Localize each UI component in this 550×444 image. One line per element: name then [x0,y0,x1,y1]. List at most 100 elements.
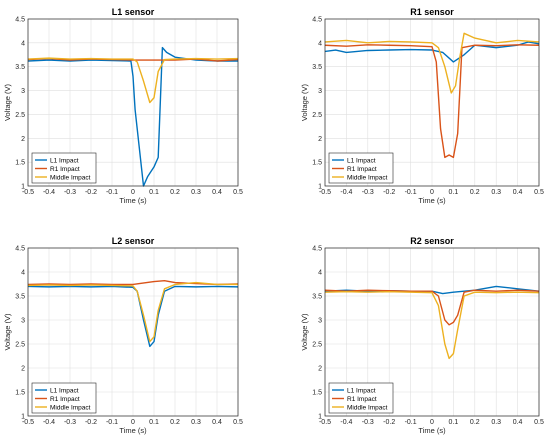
x-tick-label: -0.2 [383,189,395,196]
x-tick-label: -0.1 [106,419,118,426]
x-tick-label: -0.3 [64,419,76,426]
x-tick-label: 0.4 [212,419,222,426]
legend-entry: Middle Impact [50,404,91,411]
legend-entry: R1 Impact [347,396,377,403]
x-tick-label: 0 [131,419,135,426]
y-tick-label: 2.5 [15,112,25,119]
x-axis-label: Time (s) [418,426,446,435]
x-tick-label: 0.1 [449,419,459,426]
x-tick-label: 0.2 [470,419,480,426]
y-tick-label: 2 [21,136,25,143]
y-tick-label: 4 [318,270,322,277]
axes-frame [27,247,239,417]
y-tick-label: 1.5 [312,390,322,397]
y-tick-label: 3.5 [15,64,25,71]
legend-entry: L1 Impact [50,157,79,164]
x-tick-label: -0.3 [64,189,76,196]
y-axis-label: Voltage (V) [300,83,309,121]
series-line-1 [27,285,239,348]
y-tick-label: 3 [21,88,25,95]
y-tick-label: 4 [21,270,25,277]
legend-entry: R1 Impact [50,396,80,403]
x-tick-label: -0.2 [85,189,97,196]
x-tick-label: 0.1 [149,189,159,196]
y-tick-label: 2.5 [312,342,322,349]
x-tick-label: 0.3 [491,419,501,426]
x-tick-label: 0 [430,189,434,196]
y-tick-label: 1 [318,184,322,191]
y-tick-label: 2 [318,136,322,143]
series-line-3 [324,290,540,360]
x-tick-label: 0.3 [191,419,201,426]
legend-entry: L1 Impact [347,387,376,394]
axes-frame [324,247,540,417]
y-tick-label: 2 [318,366,322,373]
x-tick-label: 0 [131,189,135,196]
x-tick-label: -0.4 [43,419,55,426]
y-tick-label: 3 [318,88,322,95]
x-tick-label: -0.3 [362,419,374,426]
y-tick-label: 1.5 [15,390,25,397]
chart-panel-2: -0.5 -0.4 -0.3 -0.2 -0.1 0 0.1 0.2 0.3 0.4 0.5 1 1.5… [300,7,544,205]
y-tick-label: 2.5 [312,112,322,119]
y-tick-label: 3.5 [15,294,25,301]
x-axis-label: Time (s) [418,196,446,205]
y-tick-label: 3.5 [312,294,322,301]
chart-title: L2 sensor [112,236,155,246]
series-line-1 [324,41,540,63]
x-tick-label: 0.5 [233,189,243,196]
y-tick-label: 3 [21,318,25,325]
x-tick-label: -0.2 [85,419,97,426]
x-tick-label: 0.3 [491,189,501,196]
y-tick-label: 2.5 [15,342,25,349]
y-tick-label: 4.5 [15,17,25,24]
x-tick-label: -0.2 [383,419,395,426]
legend-entry: L1 Impact [50,387,79,394]
x-tick-label: 0.2 [170,189,180,196]
series-line-2 [27,57,239,62]
x-tick-label: 0.5 [534,189,544,196]
y-tick-label: 4.5 [312,17,322,24]
x-tick-label: 0.1 [449,189,459,196]
axes-frame [27,18,239,187]
y-tick-label: 1 [21,184,25,191]
x-axis-label: Time (s) [119,426,147,435]
x-tick-label: 0.2 [470,189,480,196]
chart-title: L1 sensor [112,7,155,17]
series-line-3 [27,57,239,104]
y-tick-label: 1 [318,414,322,421]
x-tick-label: 0.1 [149,419,159,426]
series-line-3 [27,281,238,343]
y-tick-label: 4.5 [15,246,25,253]
y-tick-label: 3 [318,318,322,325]
x-tick-label: 0.4 [212,189,222,196]
x-tick-label: -0.5 [22,189,34,196]
x-tick-label: 0.4 [513,189,523,196]
x-tick-label: -0.5 [319,189,331,196]
x-tick-label: -0.1 [405,419,417,426]
y-tick-label: 4.5 [312,246,322,253]
legend-entry: L1 Impact [347,157,376,164]
legend-entry: R1 Impact [347,166,377,173]
x-tick-label: -0.1 [106,189,118,196]
legend-entry: Middle Impact [347,404,388,411]
chart-title: R2 sensor [410,236,454,246]
y-tick-label: 3.5 [312,64,322,71]
x-tick-label: 0.2 [170,419,180,426]
legend-entry: R1 Impact [50,166,80,173]
series-line-2 [324,289,540,326]
x-tick-label: -0.4 [340,419,352,426]
legend-entry: Middle Impact [50,174,91,181]
y-axis-label: Voltage (V) [3,83,12,121]
y-axis-label: Voltage (V) [300,313,309,351]
chart-panel-3: -0.5 -0.4 -0.3 -0.2 -0.1 0 0.1 0.2 0.3 0.4 0.5 1 1.5… [3,236,243,435]
x-tick-label: -0.4 [340,189,352,196]
x-tick-label: 0 [430,419,434,426]
series-line-2 [324,44,540,159]
y-tick-label: 1 [21,414,25,421]
